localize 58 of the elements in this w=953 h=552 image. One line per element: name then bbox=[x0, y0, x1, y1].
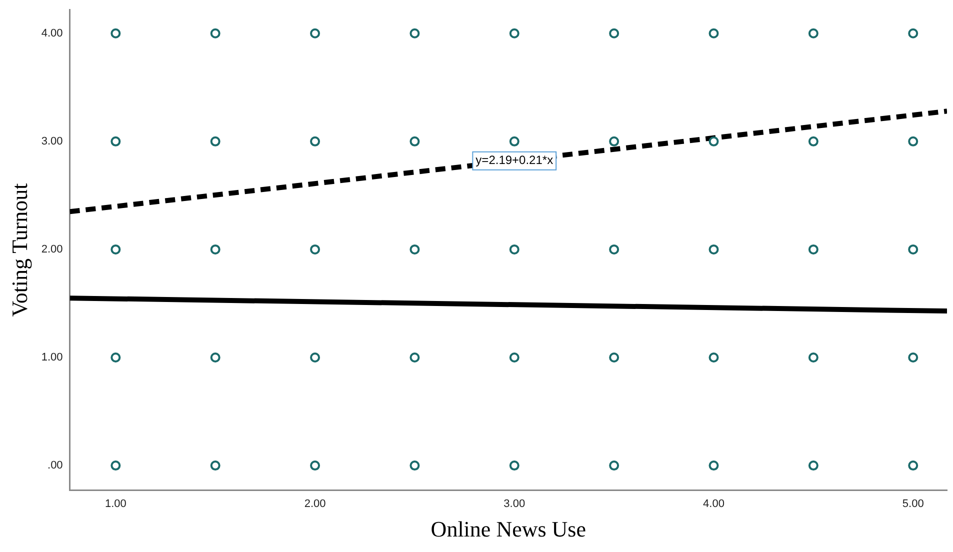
point bbox=[808, 28, 818, 38]
point bbox=[609, 28, 620, 38]
point bbox=[110, 352, 121, 363]
point bbox=[410, 244, 420, 254]
point bbox=[210, 244, 220, 254]
point bbox=[509, 460, 520, 471]
y-tick-label: .00 bbox=[48, 460, 63, 472]
x-tick-label: 2.00 bbox=[304, 498, 326, 510]
x-tick-label: 5.00 bbox=[902, 498, 924, 510]
point bbox=[609, 136, 620, 146]
y-tick-label: 1.00 bbox=[41, 352, 63, 364]
point bbox=[509, 244, 520, 254]
point bbox=[509, 28, 520, 38]
x-tick-label: 4.00 bbox=[703, 498, 724, 510]
point bbox=[310, 28, 320, 38]
point bbox=[210, 352, 220, 363]
y-axis-title: Voting Turnout bbox=[6, 183, 32, 317]
annotation: y=2.19+0.21*x bbox=[476, 153, 554, 168]
point bbox=[410, 28, 420, 38]
y-tick-label: 2.00 bbox=[41, 243, 63, 256]
point bbox=[708, 460, 719, 471]
point bbox=[808, 244, 818, 254]
point bbox=[609, 460, 620, 471]
x-tick-label: 3.00 bbox=[504, 498, 526, 510]
point bbox=[210, 28, 220, 38]
point bbox=[708, 28, 719, 38]
point bbox=[410, 136, 420, 146]
point bbox=[110, 28, 121, 38]
x-tick-label: 1.00 bbox=[104, 498, 126, 510]
point bbox=[210, 136, 220, 146]
point bbox=[908, 460, 918, 471]
point bbox=[808, 460, 818, 471]
point bbox=[708, 136, 719, 146]
point bbox=[410, 352, 420, 363]
y-tick-label: 4.00 bbox=[41, 27, 63, 40]
point bbox=[908, 28, 918, 38]
point bbox=[509, 352, 520, 363]
point bbox=[708, 244, 719, 254]
point bbox=[808, 136, 818, 146]
point bbox=[808, 352, 818, 363]
point bbox=[310, 244, 320, 254]
point bbox=[609, 244, 620, 254]
x-axis-title: Online News Use bbox=[430, 516, 586, 542]
point bbox=[310, 460, 320, 471]
point bbox=[908, 352, 918, 363]
point bbox=[410, 460, 420, 471]
point bbox=[908, 136, 918, 146]
point bbox=[110, 244, 121, 254]
point bbox=[708, 352, 719, 363]
point bbox=[908, 244, 918, 254]
point bbox=[609, 352, 620, 363]
point bbox=[110, 460, 121, 471]
point bbox=[310, 136, 320, 146]
point bbox=[509, 136, 520, 146]
point bbox=[210, 460, 220, 471]
y-tick-label: 3.00 bbox=[41, 135, 63, 148]
point bbox=[110, 136, 121, 146]
point bbox=[310, 352, 320, 363]
